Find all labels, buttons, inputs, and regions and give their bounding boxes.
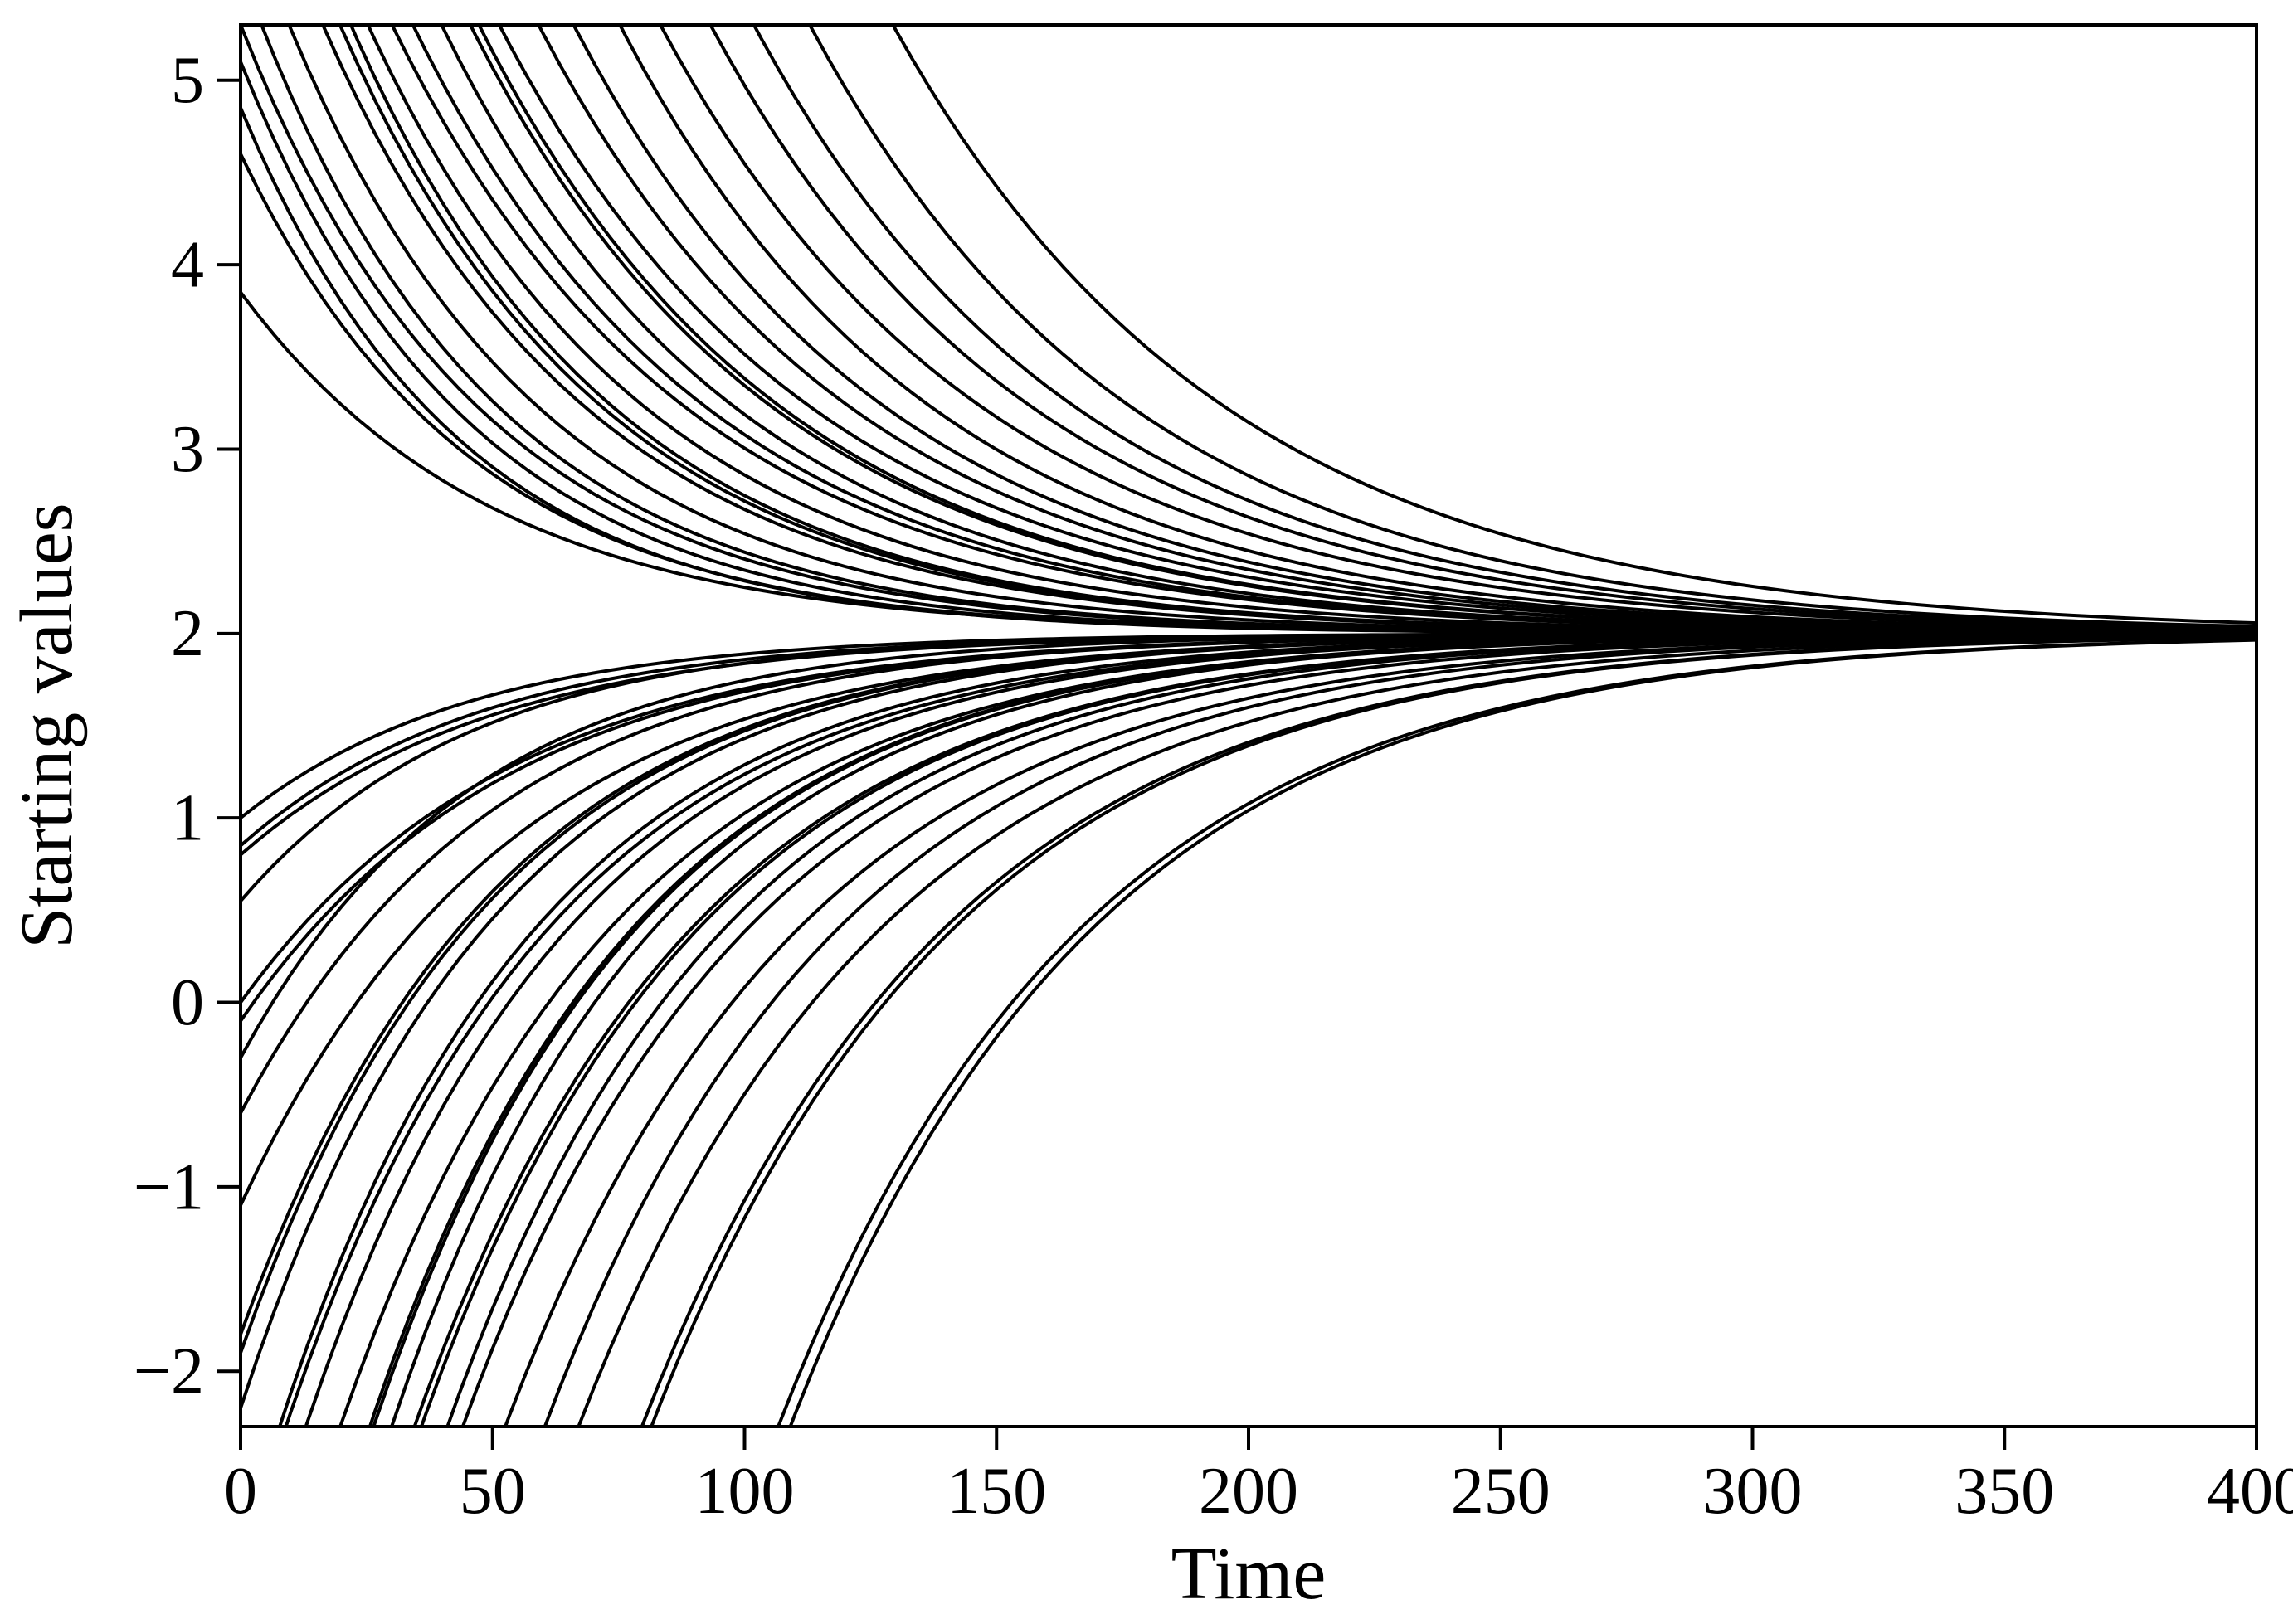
series-curve	[241, 0, 2256, 632]
y-tick-label: 2	[171, 597, 204, 670]
y-tick-label: 4	[171, 228, 204, 301]
series-curve	[241, 0, 2256, 634]
series-curve	[241, 0, 2256, 631]
x-tick-label: 100	[695, 1455, 795, 1528]
y-tick-label: 5	[171, 44, 204, 117]
series-curve	[241, 0, 2256, 632]
series-curve	[241, 0, 2256, 629]
series-curve	[241, 108, 2256, 634]
y-tick-label: 3	[171, 413, 204, 486]
series-curve	[241, 0, 2256, 631]
y-tick-label: −2	[134, 1335, 204, 1408]
x-tick-label: 400	[2207, 1455, 2293, 1528]
x-tick-label: 150	[947, 1455, 1046, 1528]
series-curve	[241, 0, 2256, 630]
x-tick-label: 250	[1451, 1455, 1551, 1528]
series-curve	[241, 0, 2256, 632]
series-curve	[241, 61, 2256, 633]
series-curve	[241, 0, 2256, 633]
series-curve	[241, 0, 2256, 632]
series-curve	[241, 634, 2256, 1335]
x-tick-label: 0	[224, 1455, 257, 1528]
series-curve	[241, 25, 2256, 634]
convergence-chart: 0 50 100 150 200 250 300 350 400 −2 −1 0 1 2 3 4 5 Time St…	[0, 0, 2293, 1624]
series-curve	[241, 634, 2256, 1021]
plot-frame	[241, 25, 2256, 1427]
y-tick-label: 1	[171, 782, 204, 855]
y-tick-label: 0	[171, 966, 204, 1039]
series-curve	[241, 0, 2256, 630]
x-tick-label: 300	[1703, 1455, 1803, 1528]
series-curve	[241, 0, 2256, 633]
series-curve	[241, 0, 2256, 633]
y-tick-label: −1	[134, 1150, 204, 1223]
x-axis-label: Time	[1171, 1533, 1327, 1615]
series-curve	[241, 0, 2256, 633]
series-curve	[241, 634, 2256, 1555]
y-axis-label: Starting values	[6, 503, 88, 948]
chart-container: 0 50 100 150 200 250 300 350 400 −2 −1 0 1 2 3 4 5 Time St…	[0, 0, 2293, 1624]
series-curve	[241, 0, 2256, 632]
series-curve	[241, 0, 2256, 634]
x-tick-label: 50	[460, 1455, 526, 1528]
x-tick-label: 350	[1955, 1455, 2054, 1528]
x-tick-label: 200	[1199, 1455, 1298, 1528]
